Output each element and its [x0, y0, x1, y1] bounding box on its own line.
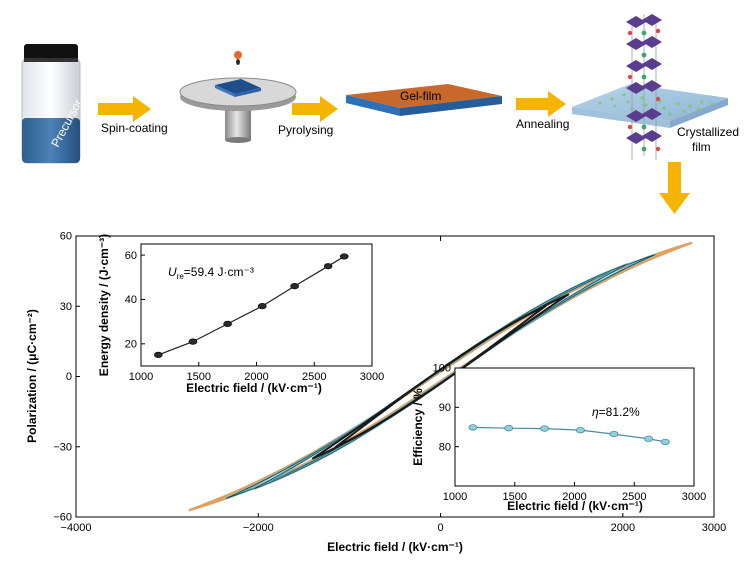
inset2-x-tick-label: 2500	[622, 491, 646, 503]
inset1-y-label: Energy density / (J·cm⁻³)	[97, 234, 111, 376]
inset2-x-tick-label: 2000	[562, 491, 586, 503]
main-x-tick-label: 2000	[611, 522, 635, 534]
efficiency-point	[576, 426, 585, 434]
precursor-vial: Precursor	[21, 44, 85, 164]
label-pyrolysing: Pyrolysing	[278, 123, 333, 137]
pe-loop	[334, 305, 547, 448]
main-x-label: Electric field / (kV·cm⁻¹)	[327, 540, 463, 554]
arrow-down	[659, 162, 690, 214]
main-y-label: Polarization / (μC·cm⁻²)	[25, 309, 39, 443]
spin-coater	[179, 51, 297, 143]
inset2-x-ticks: 1000 1500 2000 2500 3000	[443, 482, 706, 503]
gel-film: Gel-film	[346, 84, 502, 116]
label-annealing: Annealing	[516, 117, 569, 131]
inset2-x-tick-label: 1000	[443, 491, 467, 503]
inset-efficiency-chart: 1000 1500 2000 2500 3000 80 90 100 η=81.2% Ele…	[411, 363, 706, 513]
energy-density-point	[154, 351, 163, 359]
energy-density-point	[223, 320, 232, 327]
energy-density-point	[339, 253, 349, 260]
efficiency-point	[644, 435, 653, 442]
arrow-spin-coating	[98, 96, 151, 122]
main-x-tick-label: 0	[438, 522, 444, 534]
inset2-y-tick-label: 100	[433, 363, 451, 375]
inset1-y-tick-label: 40	[125, 294, 137, 306]
main-y-tick-label: 30	[60, 301, 72, 313]
inset1-series	[154, 253, 349, 359]
arrow-pyrolysing	[292, 96, 338, 122]
inset2-y-label: Efficiency / %	[411, 388, 425, 466]
inset1-annotation: Ure=59.4 J·cm⁻³	[168, 265, 254, 281]
inset1-x-tick-label: 2000	[244, 371, 268, 383]
main-x-ticks: −4000 −2000 0 2000 3000	[61, 513, 726, 534]
process-schematic: Precursor Spin-coating Pyrolysing Anneal…	[21, 14, 739, 214]
crystallized-label-line1: Crystallized	[677, 125, 739, 139]
inset1-y-tick-label: 60	[125, 250, 137, 262]
inset2-y-tick-label: 80	[439, 441, 451, 453]
main-chart: −4000 −2000 0 2000 3000 −60 −30 0 30 60 Electric…	[25, 231, 726, 554]
inset1-y-ticks: 20 40 60	[125, 250, 145, 350]
energy-density-point	[188, 338, 198, 345]
inset1-x-tick-label: 3000	[360, 371, 384, 383]
efficiency-point	[540, 425, 550, 432]
gel-film-label: Gel-film	[400, 89, 441, 103]
energy-density-point	[257, 303, 267, 310]
inset1-x-tick-label: 2500	[302, 371, 326, 383]
crystallized-film: Crystallized film	[572, 14, 739, 160]
inset2-y-tick-label: 90	[439, 402, 451, 414]
inset2-y-ticks: 80 90 100	[433, 363, 459, 453]
inset1-x-ticks: 1000 1500 2000 2500 3000	[129, 362, 384, 383]
label-spin-coating: Spin-coating	[101, 121, 168, 135]
main-x-tick-label: −4000	[61, 522, 92, 534]
inset2-x-tick-label: 3000	[682, 491, 706, 503]
efficiency-point	[468, 424, 478, 431]
main-loops	[188, 236, 693, 512]
inset2-annotation: η=81.2%	[592, 405, 640, 419]
energy-density-point	[290, 283, 299, 290]
inset-energy-chart: 1000 1500 2000 2500 3000 20 40 60 Ure=59.4 J·c…	[97, 234, 384, 395]
inset2-x-tick-label: 1500	[503, 491, 527, 503]
main-y-tick-label: −30	[53, 441, 72, 453]
efficiency-point	[660, 438, 670, 446]
efficiency-point	[609, 430, 619, 438]
inset1-x-label: Electric field / (kV·cm⁻¹)	[186, 381, 322, 395]
main-y-tick-label: −60	[53, 512, 72, 524]
arrow-annealing	[516, 91, 566, 117]
efficiency-point	[504, 424, 514, 432]
inset1-background	[141, 244, 372, 366]
main-x-tick-label: 3000	[702, 522, 726, 534]
main-y-tick-label: 60	[60, 231, 72, 243]
main-y-tick-label: 0	[66, 371, 72, 383]
crystallized-label-line2: film	[692, 140, 711, 154]
main-y-ticks: −60 −30 0 30 60	[53, 231, 80, 524]
inset1-x-tick-label: 1500	[187, 371, 211, 383]
inset1-y-tick-label: 20	[125, 338, 137, 350]
inset2-x-label: Electric field / (kV·cm⁻¹)	[507, 499, 643, 513]
inset2-series	[468, 424, 670, 446]
inset2-background	[455, 368, 694, 486]
main-x-tick-label: −2000	[243, 522, 274, 534]
energy-density-point	[323, 263, 333, 270]
inset1-x-tick-label: 1000	[129, 371, 153, 383]
